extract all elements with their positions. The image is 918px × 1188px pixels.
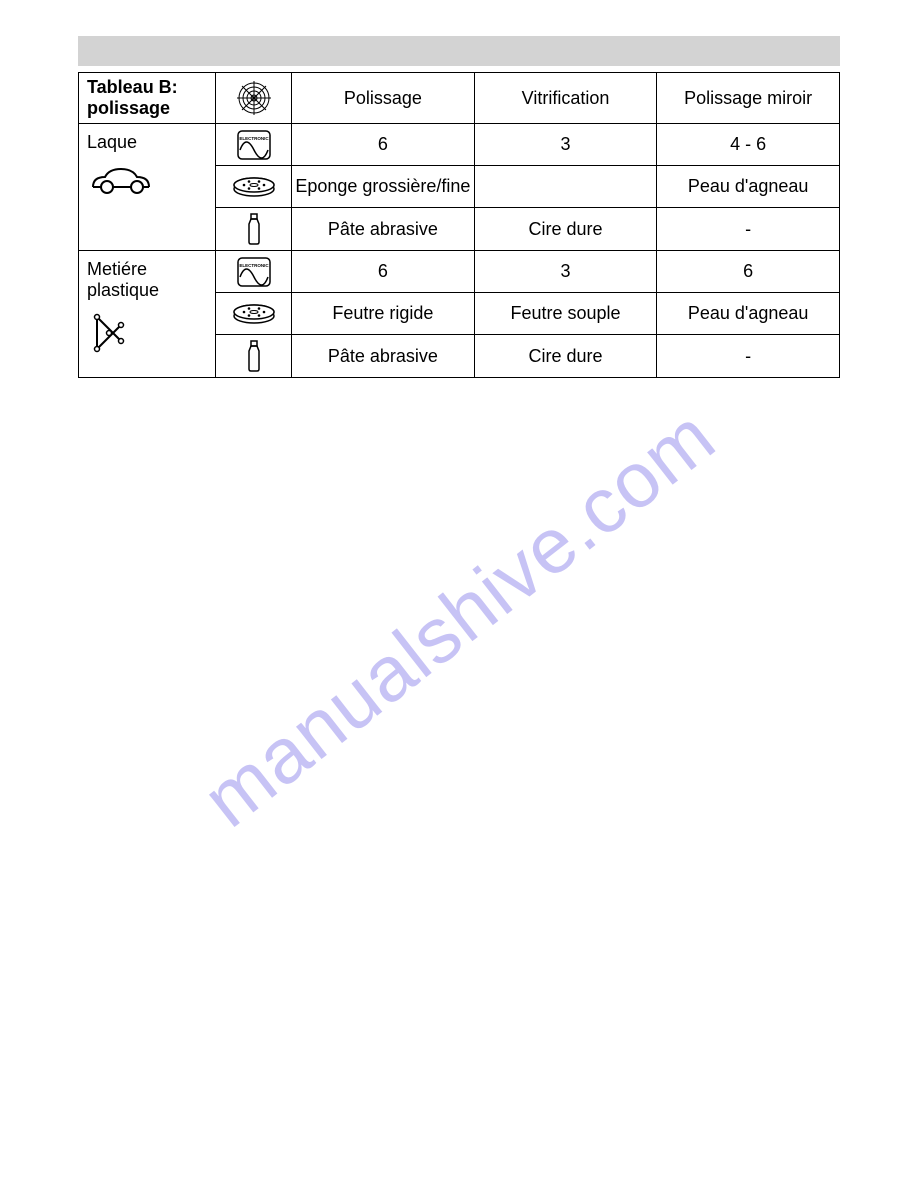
car-icon	[87, 163, 157, 199]
electronic-icon: ELECTRONIC	[237, 130, 271, 160]
cell: 3	[474, 251, 657, 293]
material-label-l2: plastique	[87, 280, 159, 300]
cell: Peau d'agneau	[657, 293, 840, 335]
cell: Pâte abrasive	[292, 335, 475, 378]
pad-icon	[231, 175, 277, 199]
material-label-l1: Metiére	[87, 259, 147, 279]
cell: 6	[657, 251, 840, 293]
table-row: Laque ELECTRONIC 6 3 4 - 6	[79, 124, 840, 166]
title-line1: Tableau B:	[87, 77, 178, 97]
cell: Cire dure	[474, 208, 657, 251]
table-title: Tableau B: polissage	[79, 73, 216, 124]
cell: 6	[292, 124, 475, 166]
cell: Cire dure	[474, 335, 657, 378]
cell: 6	[292, 251, 475, 293]
pad-icon	[231, 302, 277, 326]
header-bar	[78, 36, 840, 66]
scratch-icon	[87, 311, 131, 355]
bottle-icon-cell	[215, 208, 291, 251]
watermark: manualshive.com	[186, 390, 732, 845]
material-label: Laque	[87, 132, 137, 152]
cell: Feutre rigide	[292, 293, 475, 335]
cell: Peau d'agneau	[657, 166, 840, 208]
pad-icon-cell	[215, 166, 291, 208]
cell: 4 - 6	[657, 124, 840, 166]
target-icon-cell	[215, 73, 291, 124]
cell: 3	[474, 124, 657, 166]
material-plastique: Metiére plastique	[79, 251, 216, 378]
polishing-table: Tableau B: polissage Polissage Vitrifica…	[78, 72, 840, 378]
cell: -	[657, 335, 840, 378]
title-line2: polissage	[87, 98, 170, 118]
svg-text:ELECTRONIC: ELECTRONIC	[239, 263, 269, 268]
pad-icon-cell	[215, 293, 291, 335]
col-vitrification: Vitrification	[474, 73, 657, 124]
col-polissage-miroir: Polissage miroir	[657, 73, 840, 124]
cell	[474, 166, 657, 208]
bottle-icon-cell	[215, 335, 291, 378]
electronic-icon: ELECTRONIC	[237, 257, 271, 287]
electronic-icon-cell: ELECTRONIC	[215, 251, 291, 293]
cell: Eponge grossière/fine	[292, 166, 475, 208]
cell: Pâte abrasive	[292, 208, 475, 251]
cell: Feutre souple	[474, 293, 657, 335]
table-header-row: Tableau B: polissage Polissage Vitrifica…	[79, 73, 840, 124]
cell: -	[657, 208, 840, 251]
target-icon	[236, 80, 272, 116]
svg-text:ELECTRONIC: ELECTRONIC	[239, 136, 269, 141]
bottle-icon	[245, 212, 263, 246]
bottle-icon	[245, 339, 263, 373]
electronic-icon-cell: ELECTRONIC	[215, 124, 291, 166]
material-laque: Laque	[79, 124, 216, 251]
table-row: Metiére plastique ELECTRONIC 6 3 6	[79, 251, 840, 293]
col-polissage: Polissage	[292, 73, 475, 124]
